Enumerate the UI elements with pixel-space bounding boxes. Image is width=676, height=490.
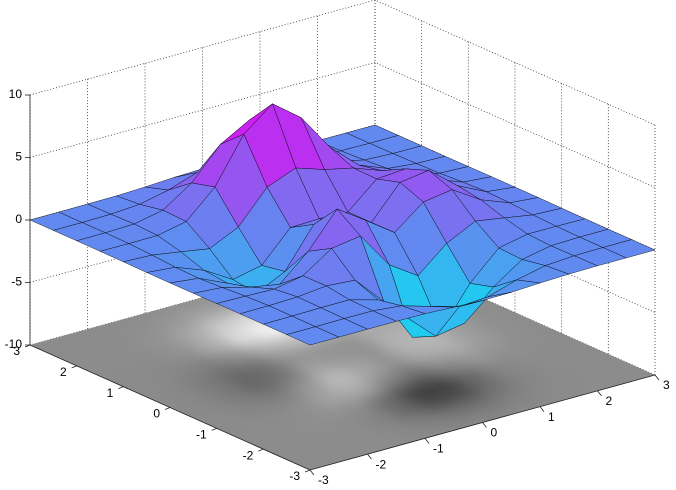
y-tick-label: 3 <box>13 344 20 358</box>
x-tick <box>597 390 602 397</box>
x-tick-label: -3 <box>318 473 329 487</box>
x-tick-label: 1 <box>548 410 555 424</box>
contour-cell <box>65 301 144 331</box>
y-tick <box>211 427 217 431</box>
grid-line <box>29 0 656 126</box>
surface-facet <box>285 326 340 346</box>
x-tick <box>482 422 487 428</box>
z-tick-label: 0 <box>15 212 22 226</box>
x-tick <box>309 469 315 476</box>
x-tick-label: -2 <box>376 457 387 471</box>
contour-cell <box>253 460 361 470</box>
z-tick-label: 10 <box>9 87 23 101</box>
z-tick-label: 5 <box>15 150 22 164</box>
y-tick <box>304 469 311 473</box>
contour-cell <box>36 309 115 339</box>
y-tick-label: 0 <box>153 407 160 421</box>
surface <box>29 103 656 346</box>
x-tick <box>654 374 660 381</box>
y-tick <box>258 448 264 452</box>
y-tick <box>164 407 171 410</box>
y-tick-label: 2 <box>60 365 67 379</box>
y-tick-label: -3 <box>289 469 300 483</box>
x-tick <box>539 406 545 412</box>
y-tick-label: 1 <box>107 386 114 400</box>
z-tick-label: -10 <box>5 337 23 351</box>
z-tick-label: -5 <box>11 275 22 289</box>
y-tick <box>118 386 124 390</box>
contour-cell <box>94 293 173 324</box>
x-tick-label: 2 <box>606 394 613 408</box>
x-tick <box>367 453 372 460</box>
x-tick-label: 3 <box>663 378 670 392</box>
y-tick <box>71 365 77 369</box>
x-tick-label: 0 <box>491 426 498 440</box>
y-tick-label: -1 <box>196 428 207 442</box>
y-tick-label: -2 <box>243 448 254 462</box>
x-tick-label: -1 <box>433 442 444 456</box>
grid-line <box>29 62 656 188</box>
x-tick <box>424 438 430 444</box>
